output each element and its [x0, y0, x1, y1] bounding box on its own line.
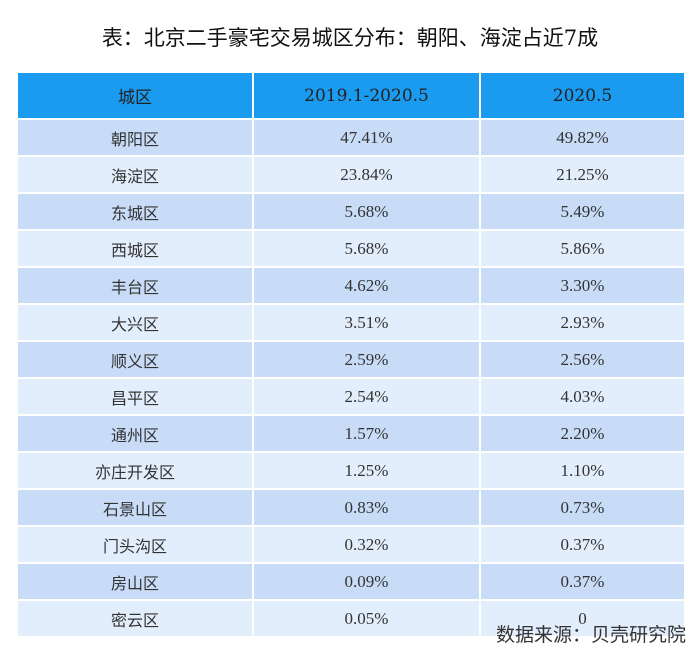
- header-period: 2019.1-2020.5: [254, 73, 479, 118]
- table-row: 大兴区 3.51% 2.93%: [18, 305, 684, 340]
- table-row: 西城区 5.68% 5.86%: [18, 231, 684, 266]
- table-row: 房山区 0.09% 0.37%: [18, 564, 684, 599]
- share-month-cell: 49.82%: [481, 120, 684, 155]
- share-period-cell: 3.51%: [254, 305, 479, 340]
- district-table: 城区 2019.1-2020.5 2020.5 朝阳区 47.41% 49.82% 海…: [16, 71, 686, 638]
- share-month-cell: 3.30%: [481, 268, 684, 303]
- data-source: 数据来源：贝壳研究院: [495, 624, 686, 646]
- district-cell: 大兴区: [18, 305, 252, 340]
- share-period-cell: 0.09%: [254, 564, 479, 599]
- share-period-cell: 0.05%: [254, 601, 479, 636]
- district-cell: 昌平区: [18, 379, 252, 414]
- table-row: 石景山区 0.83% 0.73%: [18, 490, 684, 525]
- share-period-cell: 5.68%: [254, 194, 479, 229]
- header-district: 城区: [18, 73, 252, 118]
- header-month: 2020.5: [481, 73, 684, 118]
- table-row: 通州区 1.57% 2.20%: [18, 416, 684, 451]
- district-cell: 密云区: [18, 601, 252, 636]
- district-cell: 朝阳区: [18, 120, 252, 155]
- district-cell: 西城区: [18, 231, 252, 266]
- share-period-cell: 47.41%: [254, 120, 479, 155]
- table-title: 表：北京二手豪宅交易城区分布：朝阳、海淀占近7成: [101, 26, 599, 50]
- table-row: 密云区 0.05% 0: [18, 601, 684, 636]
- share-month-cell: 0: [481, 601, 684, 636]
- share-period-cell: 0.32%: [254, 527, 479, 562]
- share-month-cell: 0.73%: [481, 490, 684, 525]
- district-cell: 亦庄开发区: [18, 453, 252, 488]
- district-cell: 门头沟区: [18, 527, 252, 562]
- share-month-cell: 4.03%: [481, 379, 684, 414]
- share-period-cell: 2.59%: [254, 342, 479, 377]
- share-month-cell: 2.20%: [481, 416, 684, 451]
- share-month-cell: 1.10%: [481, 453, 684, 488]
- header-row: 城区 2019.1-2020.5 2020.5: [18, 73, 684, 118]
- share-month-cell: 21.25%: [481, 157, 684, 192]
- share-period-cell: 0.83%: [254, 490, 479, 525]
- table-row: 东城区 5.68% 5.49%: [18, 194, 684, 229]
- share-period-cell: 4.62%: [254, 268, 479, 303]
- district-cell: 顺义区: [18, 342, 252, 377]
- table-row: 朝阳区 47.41% 49.82%: [18, 120, 684, 155]
- share-month-cell: 5.49%: [481, 194, 684, 229]
- share-period-cell: 1.25%: [254, 453, 479, 488]
- share-month-cell: 5.86%: [481, 231, 684, 266]
- district-cell: 房山区: [18, 564, 252, 599]
- district-cell: 海淀区: [18, 157, 252, 192]
- table-row: 海淀区 23.84% 21.25%: [18, 157, 684, 192]
- share-period-cell: 23.84%: [254, 157, 479, 192]
- share-period-cell: 1.57%: [254, 416, 479, 451]
- share-month-cell: 0.37%: [481, 527, 684, 562]
- share-month-cell: 2.93%: [481, 305, 684, 340]
- district-cell: 通州区: [18, 416, 252, 451]
- district-cell: 石景山区: [18, 490, 252, 525]
- table-row: 亦庄开发区 1.25% 1.10%: [18, 453, 684, 488]
- share-month-cell: 0.37%: [481, 564, 684, 599]
- table-row: 昌平区 2.54% 4.03%: [18, 379, 684, 414]
- table-row: 顺义区 2.59% 2.56%: [18, 342, 684, 377]
- district-cell: 东城区: [18, 194, 252, 229]
- district-cell: 丰台区: [18, 268, 252, 303]
- table-row: 门头沟区 0.32% 0.37%: [18, 527, 684, 562]
- share-month-cell: 2.56%: [481, 342, 684, 377]
- share-period-cell: 5.68%: [254, 231, 479, 266]
- share-period-cell: 2.54%: [254, 379, 479, 414]
- table-row: 丰台区 4.62% 3.30%: [18, 268, 684, 303]
